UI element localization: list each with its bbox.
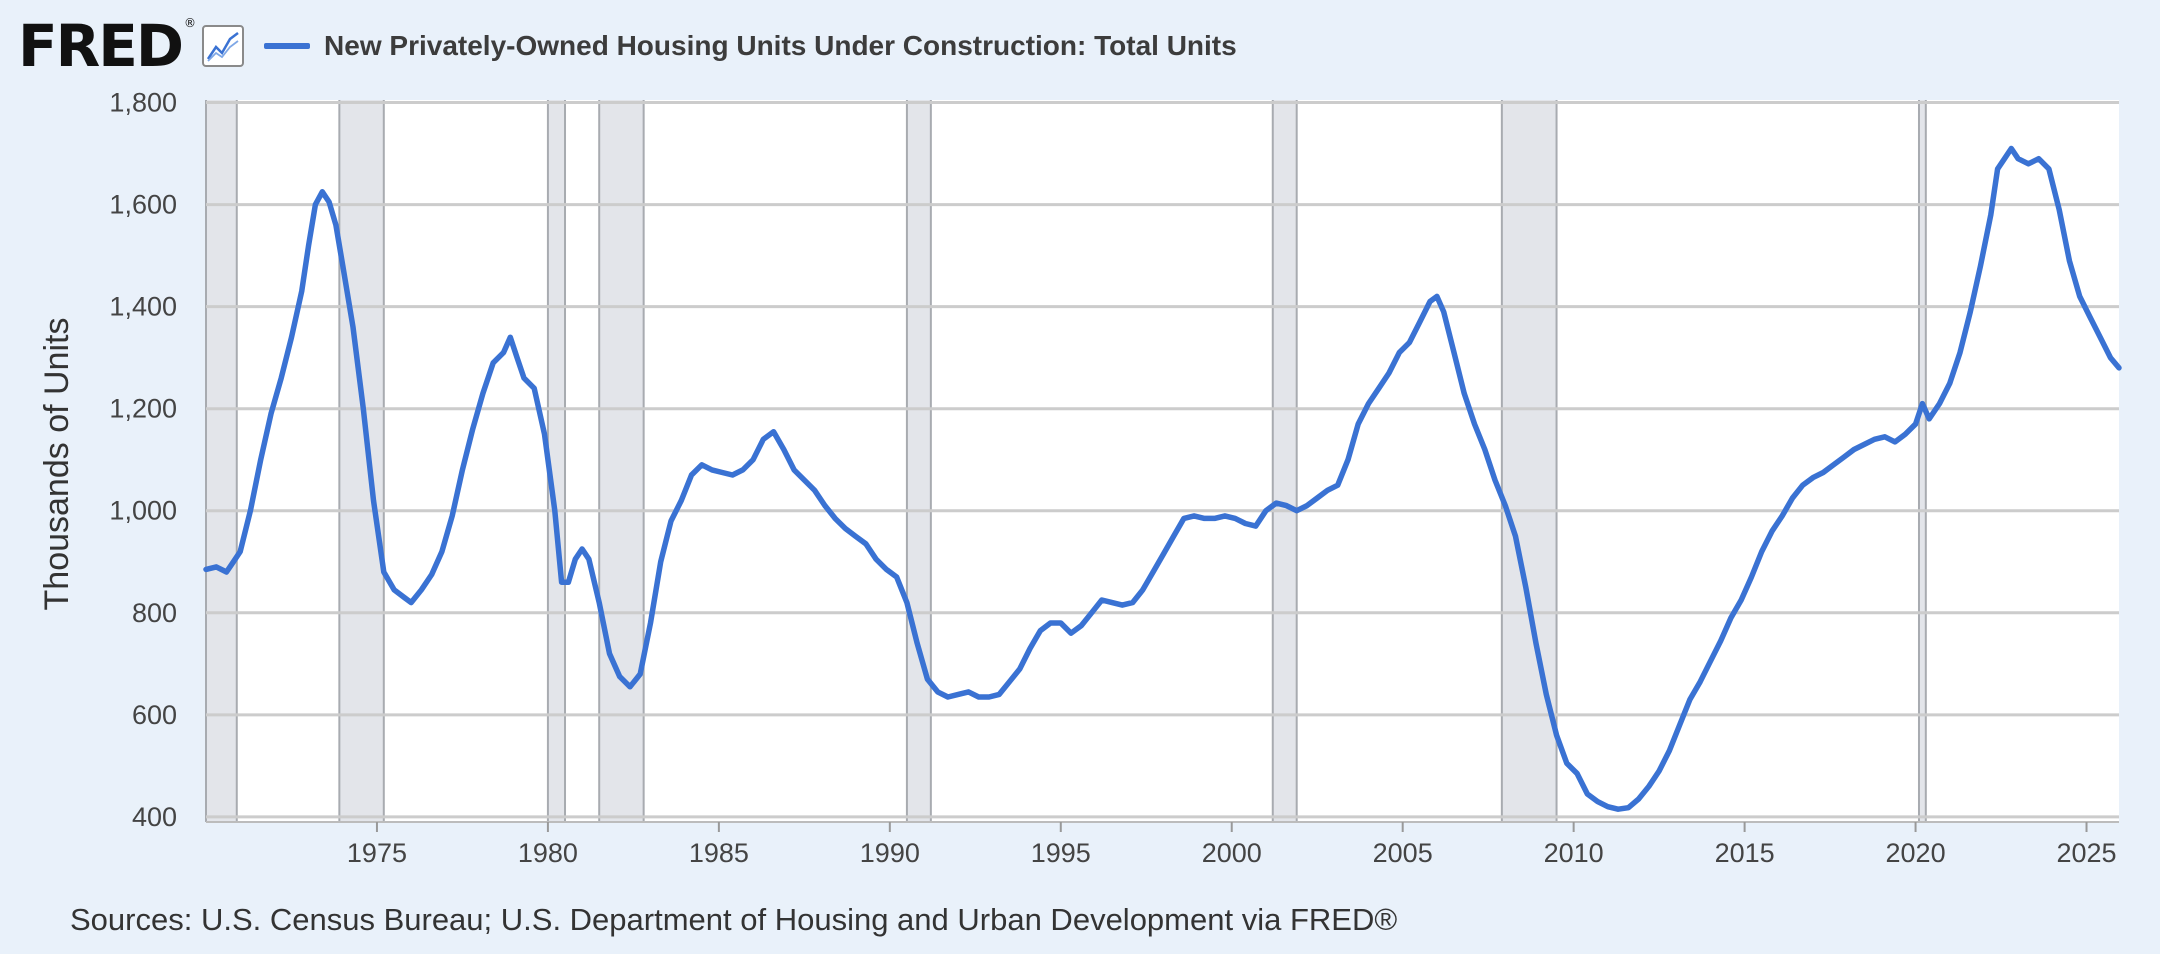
y-tick-label: 1,800 (109, 88, 177, 118)
recession-band (1918, 100, 1926, 822)
x-tick-label: 2005 (1373, 838, 1433, 868)
fred-logo[interactable]: FRED ® (18, 12, 196, 80)
x-tick-label: 2020 (1886, 838, 1946, 868)
y-tick-label: 1,200 (109, 394, 177, 424)
line-graph-icon[interactable] (202, 25, 245, 67)
series-title[interactable]: New Privately-Owned Housing Units Under … (324, 30, 1237, 61)
recession-band (1272, 100, 1297, 822)
y-tick-label: 600 (132, 700, 177, 730)
y-axis-title: Thousands of Units (38, 318, 76, 611)
x-tick-label: 2015 (1715, 838, 1775, 868)
legend-swatch (264, 43, 311, 49)
chart-header: FRED ® New Privately-Owned Housing Units … (18, 16, 1237, 76)
series-line (203, 145, 2122, 812)
recession-band (206, 100, 237, 822)
x-tick-label: 2010 (1544, 838, 1604, 868)
x-tick-label: 1985 (689, 838, 749, 868)
x-tick-label: 1990 (860, 838, 920, 868)
recession-band (339, 100, 384, 822)
y-tick-label: 1,400 (109, 292, 177, 322)
y-tick-label: 400 (132, 802, 177, 832)
x-axis-ticks: 1975 1980 1985 1990 1995 2000 2005 2010 2015 2020… (347, 822, 2117, 868)
sources-text: Sources: U.S. Census Bureau; U.S. Depart… (70, 902, 1398, 937)
recession-band (906, 100, 931, 822)
plot-background (206, 100, 2119, 822)
x-tick-label: 2000 (1202, 838, 1262, 868)
y-tick-label: 1,600 (109, 190, 177, 220)
y-tick-label: 1,000 (109, 496, 177, 526)
y-axis-ticks: 400 600 800 1,000 1,200 1,400 1,600 1,800 (109, 88, 177, 832)
x-tick-label: 1980 (518, 838, 578, 868)
x-tick-label: 1995 (1031, 838, 1091, 868)
grid-lines (206, 101, 2119, 823)
recession-bands (205, 100, 1927, 822)
y-tick-label: 800 (132, 598, 177, 628)
recession-band (547, 100, 566, 822)
x-tick-label: 2025 (2056, 838, 2116, 868)
recession-band (599, 100, 644, 822)
x-tick-label: 1975 (347, 838, 407, 868)
